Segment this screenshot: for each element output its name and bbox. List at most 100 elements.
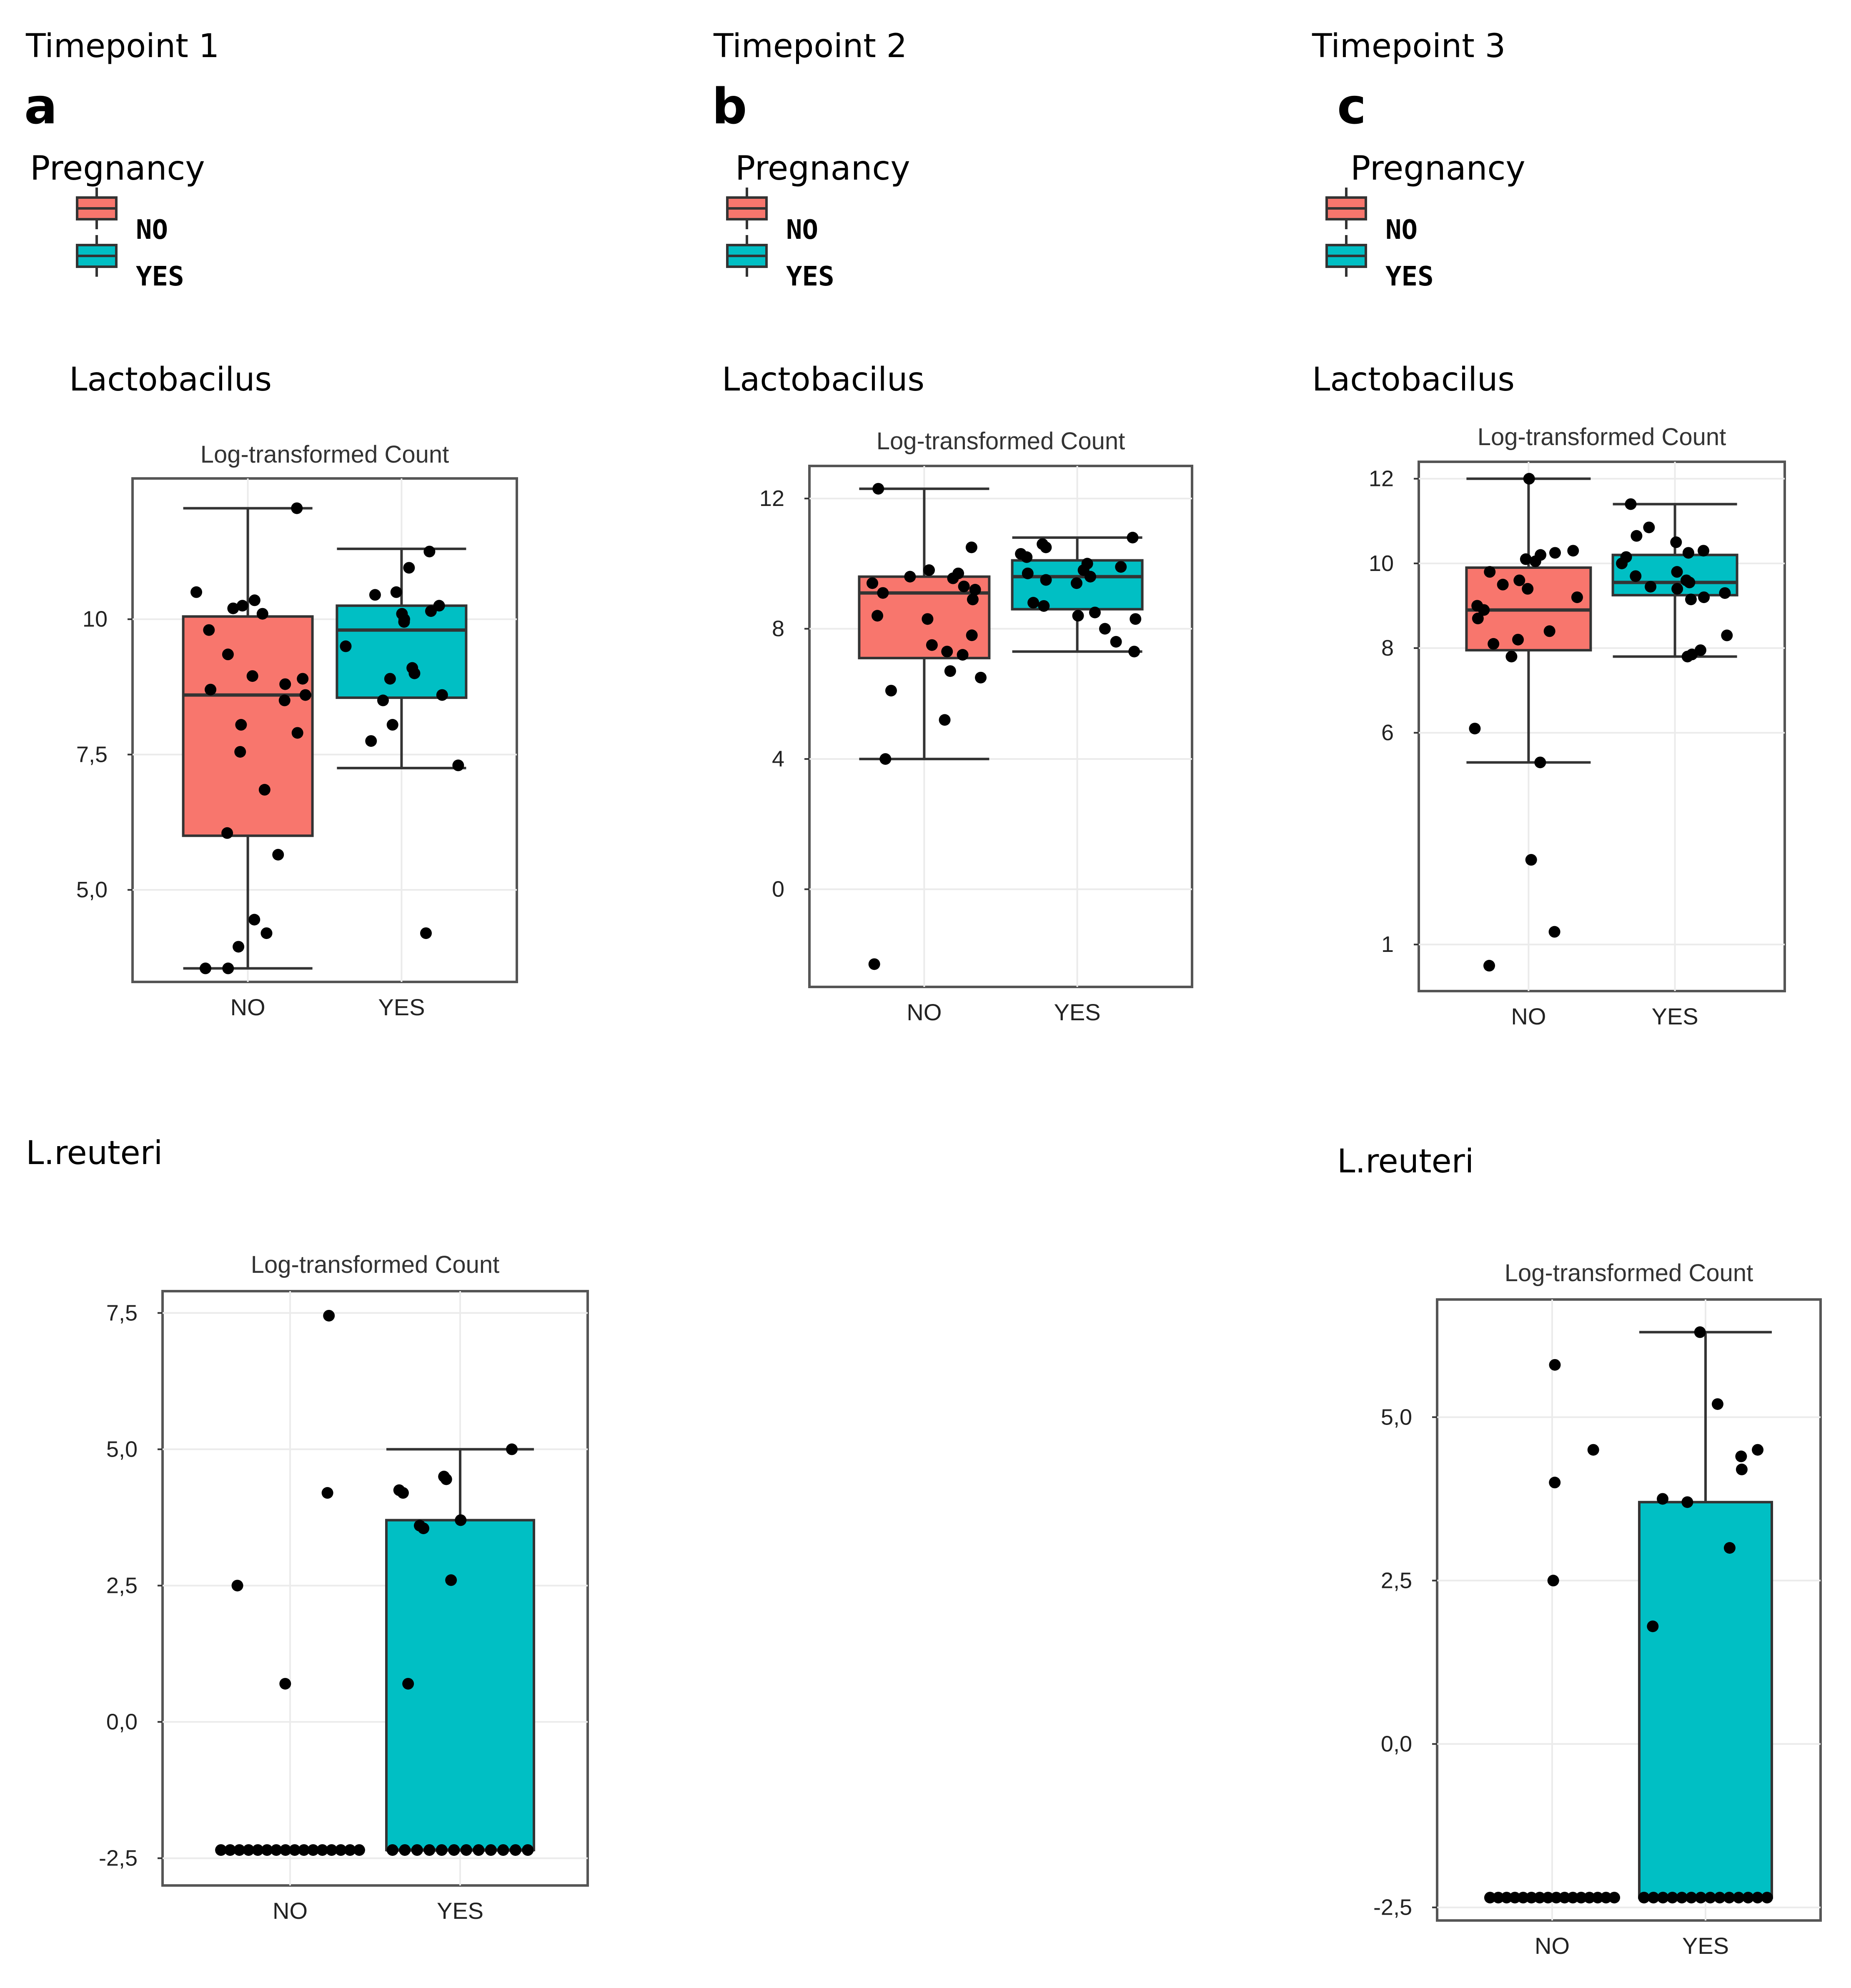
data-point (413, 1520, 426, 1532)
section-label-lacto-t3: Lactobacilus (1312, 361, 1515, 398)
y-tick-label: 12 (759, 486, 784, 511)
data-point (1549, 1359, 1561, 1371)
data-point (436, 1844, 448, 1856)
data-point (298, 1844, 310, 1856)
y-tick-label: 7,5 (76, 742, 108, 767)
data-point (1567, 545, 1579, 557)
y-tick-label: 5,0 (106, 1437, 138, 1462)
plot-frame (808, 465, 1193, 988)
data-point (433, 600, 445, 612)
data-point (879, 753, 892, 765)
data-point (369, 589, 381, 601)
data-point (1647, 1620, 1659, 1632)
data-point (398, 616, 410, 628)
data-point (1761, 1892, 1773, 1904)
data-point (215, 1844, 227, 1856)
data-point (323, 1309, 335, 1322)
data-point (1492, 1892, 1504, 1904)
section-label-reuteri-t1: L.reuteri (26, 1134, 163, 1172)
data-point (1022, 567, 1034, 579)
data-point (1509, 1892, 1521, 1904)
data-point (1089, 606, 1101, 618)
data-point (1600, 1892, 1612, 1904)
data-point (455, 1514, 467, 1526)
data-point (224, 1844, 236, 1856)
data-point (423, 1844, 436, 1856)
data-point (1543, 625, 1555, 637)
data-point (1681, 651, 1693, 663)
data-point (397, 1487, 409, 1499)
data-point (1735, 1450, 1747, 1462)
data-point (926, 639, 938, 651)
data-point (231, 1580, 243, 1592)
data-point (1484, 566, 1496, 578)
data-point (1587, 1444, 1599, 1456)
data-point (291, 502, 303, 514)
data-point (947, 572, 959, 584)
data-point (261, 1844, 273, 1856)
data-point (1072, 610, 1084, 622)
timepoint-3-label: Timepoint 3 (1312, 28, 1506, 65)
data-point (944, 665, 956, 677)
x-tick-label: NO (907, 999, 942, 1025)
data-point (1666, 1892, 1678, 1904)
chart-reuteri-t1: Log-transformed Count 7,5 5,0 2,5 0,0 -2,5 NO Y… (99, 1251, 589, 1924)
x-tick-label: YES (437, 1898, 483, 1924)
data-point (448, 1844, 460, 1856)
data-point (316, 1844, 328, 1856)
data-point (1723, 1892, 1735, 1904)
data-point (246, 670, 258, 682)
data-point (1549, 547, 1561, 559)
data-point (321, 1487, 333, 1499)
data-point (205, 684, 217, 696)
data-point (1676, 1892, 1688, 1904)
data-point (365, 735, 377, 747)
data-point (885, 685, 897, 697)
data-point (1648, 1892, 1660, 1904)
data-point (1483, 960, 1495, 972)
chart-lacto-t2: Log-transformed Count 0 4 8 12 NO YES (759, 428, 1193, 1025)
data-point (1550, 1892, 1562, 1904)
data-point (1505, 651, 1518, 663)
data-point (1698, 545, 1710, 557)
chart-title: Log-transformed Count (251, 1251, 499, 1278)
data-point (425, 605, 437, 617)
data-point (1711, 1398, 1723, 1410)
data-point (1534, 1892, 1546, 1904)
data-point (1523, 473, 1535, 485)
data-point (923, 564, 935, 576)
data-point (353, 1844, 365, 1856)
data-point (1694, 1326, 1706, 1338)
data-point (411, 1844, 423, 1856)
data-point (1534, 756, 1546, 769)
data-point (922, 613, 934, 625)
data-point (1512, 633, 1524, 646)
data-point (1685, 593, 1697, 606)
data-point (1751, 1892, 1763, 1904)
data-point (279, 1678, 291, 1690)
data-point (297, 673, 309, 685)
data-point (485, 1844, 497, 1856)
legend-label-no: NO (136, 215, 168, 245)
data-point (1681, 1496, 1693, 1508)
data-point (1695, 1892, 1707, 1904)
section-label-lacto-t2: Lactobacilus (722, 361, 925, 398)
y-tick-label: 8 (1381, 636, 1394, 661)
legend-title: Pregnancy (30, 149, 205, 188)
data-point (236, 600, 248, 612)
data-point (307, 1844, 319, 1856)
data-point (1529, 555, 1541, 567)
data-point (867, 577, 879, 589)
data-point (1517, 1892, 1529, 1904)
data-point (1616, 557, 1628, 569)
data-point (958, 581, 970, 593)
y-tick-label: 0,0 (106, 1710, 138, 1735)
data-point (235, 719, 247, 731)
data-point (1497, 578, 1509, 591)
data-point (1099, 623, 1111, 635)
data-point (1571, 591, 1583, 603)
chart-lacto-t1: Log-transformed Count 5,0 7,5 10 NO YES (76, 441, 518, 1020)
data-point (260, 927, 273, 939)
data-point (1682, 547, 1694, 559)
